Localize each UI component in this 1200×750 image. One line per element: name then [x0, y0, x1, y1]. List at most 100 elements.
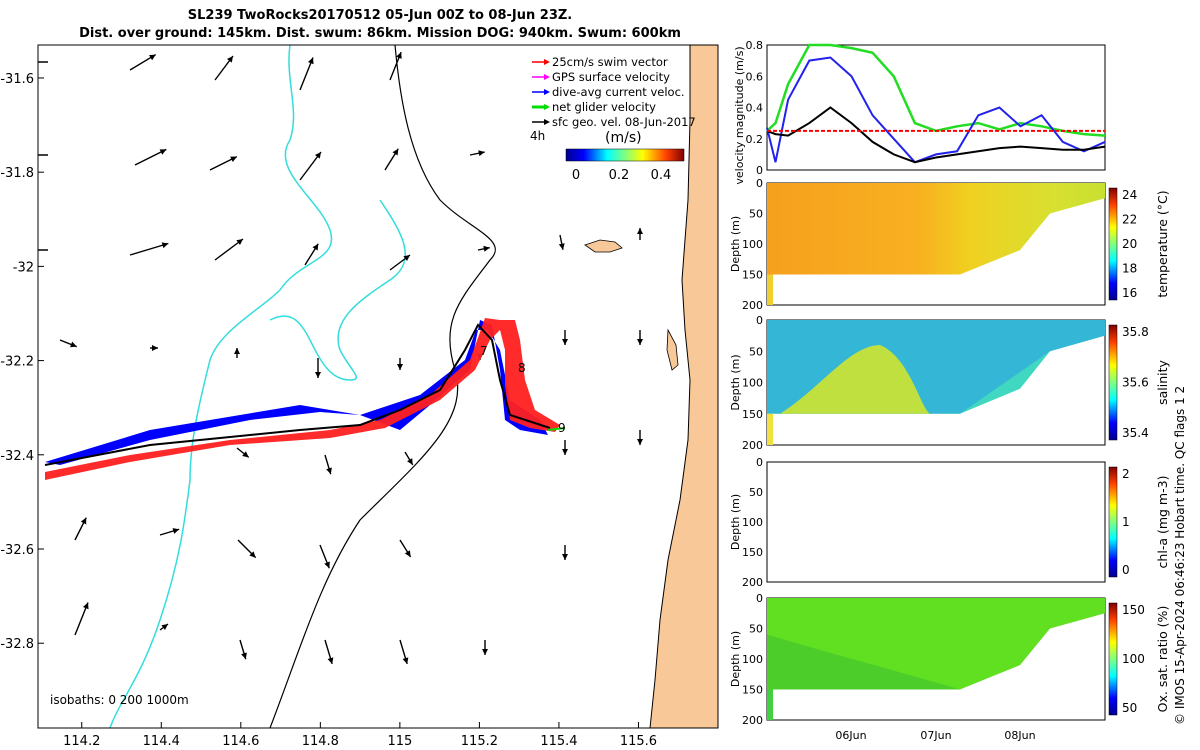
geostrophic-velocity-arrows [13, 51, 643, 665]
geo-velocity-arrowhead [403, 255, 410, 261]
geo-velocity-arrowhead [152, 345, 158, 351]
time-marker-9: 9 [558, 421, 566, 435]
legend-swatch-head [544, 89, 550, 95]
oxygen-low-layer [767, 634, 960, 690]
geo-velocity-arrowhead [407, 458, 413, 465]
map-panel: 7 8 9 isobaths: 0 200 1000m [13, 45, 718, 728]
geo-velocity-arrowhead [149, 54, 156, 61]
geo-velocity-arrowhead [562, 339, 568, 345]
map-ytick-label: -32.2 [0, 355, 34, 370]
geo-velocity-arrowhead [637, 439, 643, 445]
isobath-200 [269, 45, 496, 728]
legend-label: GPS surface velocity [552, 70, 670, 84]
colorbar-tick-label: 35.4 [1122, 426, 1149, 440]
time-xtick: 06Jun [835, 729, 866, 742]
time-marker-8: 8 [518, 361, 526, 375]
colorbar-tick-label: 20 [1122, 237, 1137, 251]
depth-colorbar [1108, 187, 1118, 301]
depth-ytick: 50 [749, 486, 763, 499]
colorbar-label: salinity [1155, 359, 1170, 404]
map-ytick-label: -32.4 [0, 449, 34, 464]
depth-ytick: 200 [742, 714, 763, 727]
map-xtick-label: 115.6 [620, 734, 657, 749]
map-ytick-label: -31.6 [0, 72, 34, 87]
gps-green-segment [547, 427, 566, 431]
map-ytick-label: -32 [13, 260, 34, 275]
rottnest-island [584, 239, 623, 253]
depth-ytick: 0 [756, 456, 763, 469]
depth-ytick: 0 [756, 592, 763, 605]
depth-ytick: 150 [742, 684, 763, 697]
geo-velocity-arrowhead [392, 148, 399, 156]
speed-colorbar [565, 148, 685, 162]
chart-subtitle: Dist. over ground: 145km. Dist. swum: 86… [79, 26, 681, 41]
land-area [649, 45, 718, 728]
map-xtick-label: 114.6 [222, 734, 259, 749]
legend-swatch-head [544, 74, 550, 80]
map-axes: 114.2 114.4 114.6 114.8 115 115.2 115.4 115.6 -3… [0, 72, 657, 749]
depth-ytick: 0 [756, 314, 763, 327]
colorbar-tick-label: 100 [1122, 652, 1145, 666]
depth-ytick: 150 [742, 546, 763, 559]
depth-ytick: 50 [749, 208, 763, 221]
velocity-ytick: 0.4 [746, 102, 764, 115]
colorbar-tick-label: 35.6 [1122, 376, 1149, 390]
depth-ylabel: Depth (m) [729, 494, 742, 550]
geo-velocity-arrowhead [227, 56, 233, 63]
geo-velocity-arrowhead [326, 467, 332, 475]
colorbar-tick-label: 22 [1122, 213, 1137, 227]
geo-velocity-arrowhead [82, 602, 89, 610]
colorbar-tick-label: 150 [1122, 603, 1145, 617]
geo-velocity-arrowhead [324, 561, 330, 569]
geo-velocity-arrowhead [483, 245, 490, 252]
colorbar-label: chl-a (mg m-3) [1155, 476, 1170, 569]
map-ytick-label: -32.6 [0, 543, 34, 558]
geo-velocity-arrowhead [478, 150, 485, 157]
colorbar-tick-label: 16 [1122, 286, 1137, 300]
velocity-ytick: 0.8 [746, 39, 764, 52]
colorbar-tick-label: 0 [572, 168, 580, 183]
map-xtick-label: 115.2 [461, 734, 498, 749]
legend-label: dive-avg current veloc. [552, 85, 685, 99]
geo-velocity-arrowhead [315, 152, 321, 159]
geo-velocity-arrowhead [404, 550, 411, 557]
map-xtick-label: 115.4 [540, 734, 577, 749]
colorbar-tick-label: 0.4 [651, 168, 672, 183]
geo-velocity-arrowhead [396, 52, 402, 59]
velocity-series-green [766, 43, 1106, 137]
map-xtick-label: 115 [387, 734, 412, 749]
geo-velocity-arrowhead [558, 243, 565, 250]
geo-velocity-arrowhead [13, 247, 19, 253]
geo-velocity-arrowhead [161, 242, 169, 249]
colorbar-tick-label: 50 [1122, 701, 1137, 715]
geo-velocity-arrowhead [161, 624, 168, 630]
geo-velocity-arrowhead [80, 517, 87, 525]
geo-velocity-arrowhead [327, 657, 334, 664]
depth-ylabel: Depth (m) [729, 631, 742, 687]
geo-velocity-arrowhead [13, 152, 19, 158]
geo-velocity-arrowhead [637, 228, 643, 234]
geo-velocity-arrowhead [312, 243, 319, 251]
depth-first-profile [767, 413, 773, 445]
time-xtick: 08Jun [1004, 729, 1035, 742]
geo-velocity-arrowhead [562, 554, 568, 560]
velocity-plot-area [766, 44, 1106, 171]
geo-velocity-arrowhead [241, 652, 247, 660]
velocity-ylabel: velocity magnitude (m/s) [733, 46, 746, 184]
depth-colorbar [1108, 602, 1118, 716]
depth-ylabel: Depth (m) [729, 216, 742, 272]
geo-velocity-arrowhead [402, 657, 409, 664]
geo-velocity-arrowhead [249, 551, 256, 558]
time-xtick: 07Jun [920, 729, 951, 742]
scale-label: 4h [530, 129, 545, 143]
swim-vectors [45, 318, 560, 480]
geo-velocity-arrowhead [397, 364, 403, 370]
geo-velocity-arrowhead [172, 528, 180, 534]
map-xtick-label: 114.2 [63, 734, 100, 749]
depth-ytick: 200 [742, 299, 763, 312]
map-xtick-label: 114.4 [143, 734, 180, 749]
geo-velocity-arrow [129, 242, 169, 256]
map-xtick-label: 114.8 [302, 734, 339, 749]
